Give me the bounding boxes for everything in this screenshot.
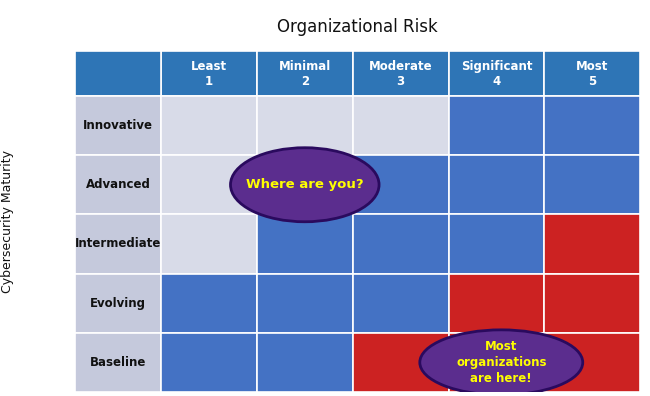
Text: Moderate
3: Moderate 3	[369, 60, 432, 88]
Bar	[75, 274, 161, 333]
Text: Least
1: Least 1	[191, 60, 227, 88]
Text: Minimal
2: Minimal 2	[279, 60, 331, 88]
Ellipse shape	[420, 330, 583, 395]
Bar	[545, 155, 640, 214]
Bar	[75, 51, 161, 96]
Bar	[353, 155, 448, 214]
Text: Advanced: Advanced	[85, 178, 150, 191]
Text: Most
5: Most 5	[576, 60, 608, 88]
Bar	[448, 51, 545, 96]
Text: Organizational Risk: Organizational Risk	[277, 18, 438, 36]
Bar	[448, 214, 545, 274]
Bar	[75, 333, 161, 392]
Bar	[75, 96, 161, 155]
Text: Baseline: Baseline	[90, 356, 146, 369]
Bar	[75, 214, 161, 274]
Bar	[161, 51, 257, 96]
Bar	[161, 214, 257, 274]
Text: Where are you?: Where are you?	[246, 178, 363, 191]
Bar	[545, 333, 640, 392]
Bar	[257, 96, 353, 155]
Bar	[545, 274, 640, 333]
Bar	[448, 333, 545, 392]
Bar	[545, 214, 640, 274]
Bar	[161, 274, 257, 333]
Text: Significant
4: Significant 4	[461, 60, 532, 88]
Bar	[545, 51, 640, 96]
Bar	[75, 155, 161, 214]
Bar	[353, 51, 448, 96]
Bar	[545, 96, 640, 155]
Bar	[353, 214, 448, 274]
Bar	[257, 333, 353, 392]
Bar	[161, 333, 257, 392]
Text: Intermediate: Intermediate	[75, 238, 161, 251]
Bar	[353, 274, 448, 333]
Text: Cybersecurity Maturity: Cybersecurity Maturity	[1, 150, 14, 293]
Bar	[161, 96, 257, 155]
Text: Evolving: Evolving	[90, 297, 146, 310]
Bar	[257, 274, 353, 333]
Bar	[257, 51, 353, 96]
Ellipse shape	[231, 148, 379, 222]
Bar	[353, 333, 448, 392]
Bar	[353, 96, 448, 155]
Bar	[257, 214, 353, 274]
Bar	[448, 274, 545, 333]
Text: Most
organizations
are here!: Most organizations are here!	[456, 340, 547, 385]
Bar	[257, 155, 353, 214]
Bar	[448, 96, 545, 155]
Text: Innovative: Innovative	[83, 119, 153, 132]
Bar	[161, 155, 257, 214]
Bar	[448, 155, 545, 214]
